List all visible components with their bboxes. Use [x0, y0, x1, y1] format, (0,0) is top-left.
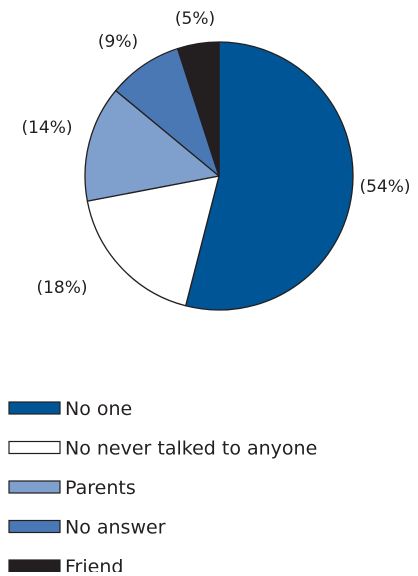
legend-label-no-never-talked-to-anyone: No never talked to anyone — [65, 438, 317, 460]
legend-swatch-parents — [8, 480, 61, 494]
pie-slices — [84, 41, 354, 311]
legend-item-no-answer: No answer — [8, 517, 166, 539]
legend-item-no-one: No one — [8, 398, 132, 420]
slice-label-no-answer: (9%) — [98, 32, 138, 52]
legend-label-friend: Friend — [65, 556, 123, 572]
pie-slice-parents — [84, 89, 220, 202]
pie-slice-friend — [176, 41, 220, 177]
legend-label-no-one: No one — [65, 398, 132, 420]
slice-label-no-never-talked-to-anyone: (18%) — [36, 278, 87, 298]
legend-label-parents: Parents — [65, 477, 136, 499]
pie-slice-no-one — [185, 41, 354, 311]
legend-item-no-never-talked-to-anyone: No never talked to anyone — [8, 438, 317, 460]
legend-swatch-no-never-talked-to-anyone — [8, 440, 61, 455]
legend-item-parents: Parents — [8, 477, 136, 499]
legend-swatch-friend — [8, 559, 61, 573]
legend-item-friend: Friend — [8, 556, 123, 576]
pie-slice-no-never-talked-to-anyone — [86, 175, 220, 307]
legend-swatch-no-answer — [8, 519, 61, 534]
slice-labels: (54%) (18%) (14%) (9%) (5%) — [21, 9, 410, 298]
legend-label-no-answer: No answer — [65, 517, 166, 539]
legend: No one No never talked to anyone Parents No… — [8, 398, 317, 576]
legend-swatch-no-one — [8, 401, 61, 415]
slice-label-friend: (5%) — [175, 9, 215, 29]
slice-label-parents: (14%) — [21, 118, 72, 138]
slice-label-no-one: (54%) — [359, 177, 410, 197]
